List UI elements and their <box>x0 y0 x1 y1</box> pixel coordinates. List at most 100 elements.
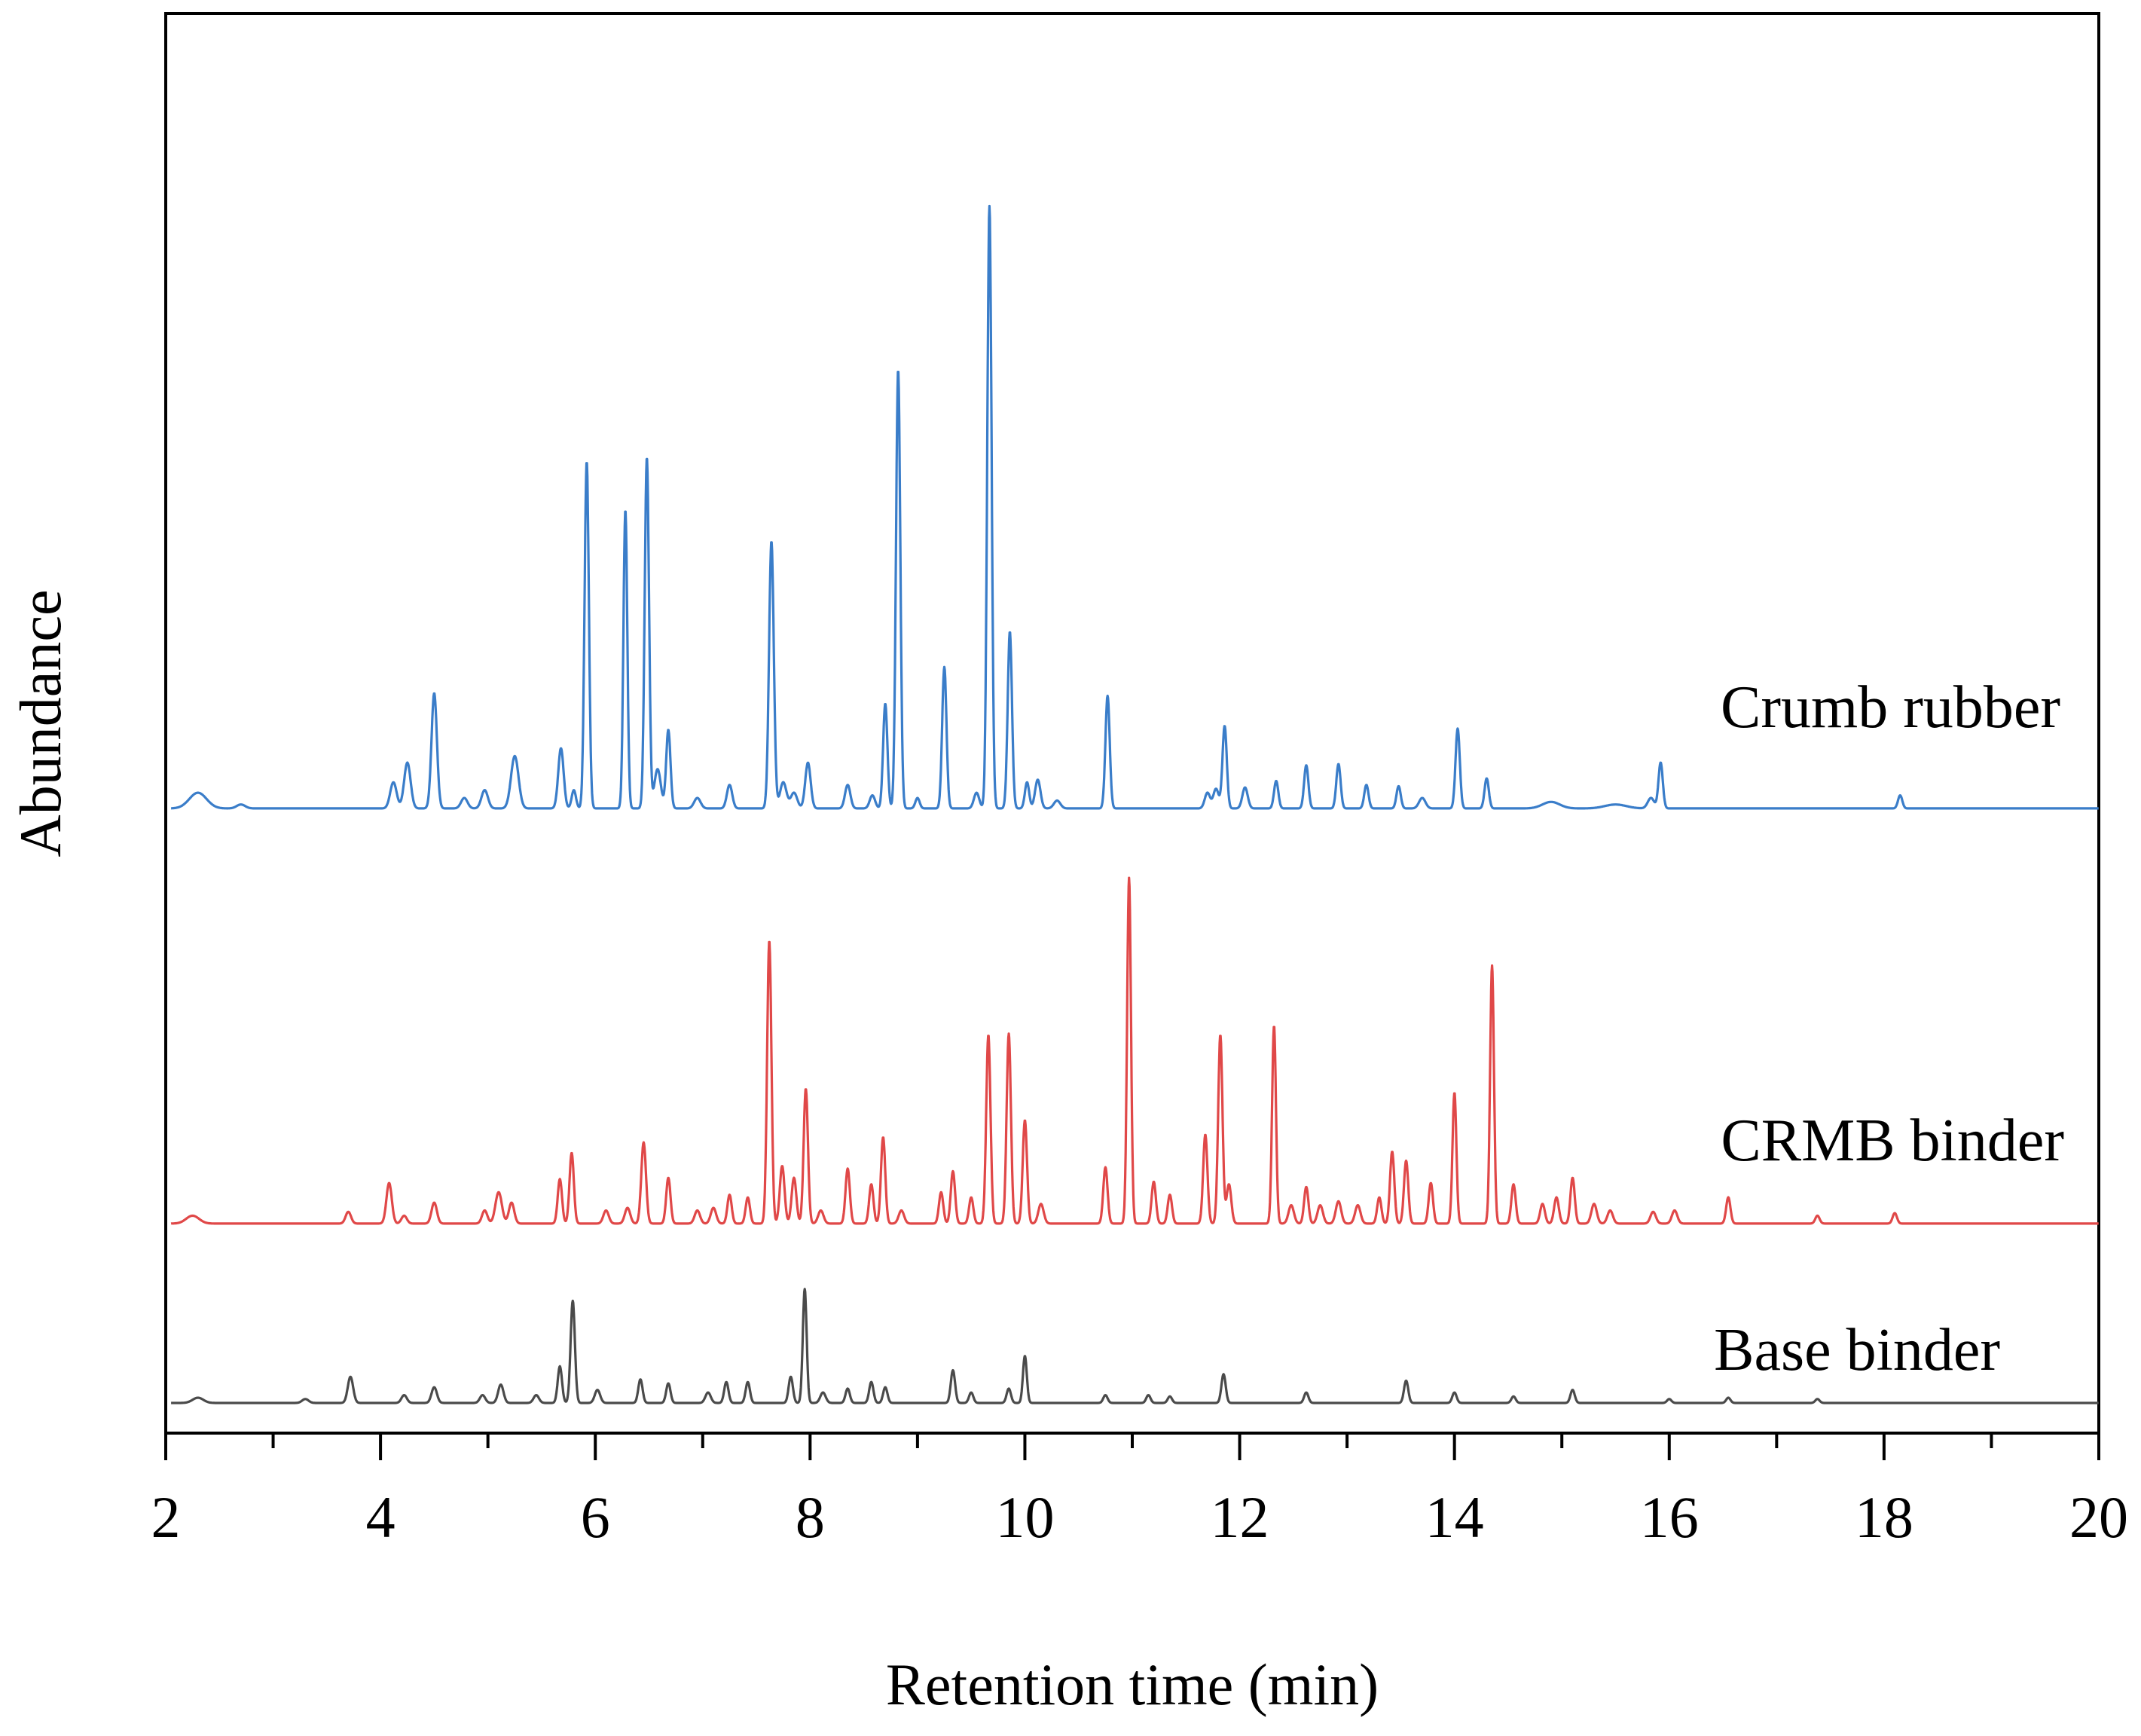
peak-crumb-rubber-20 <box>808 762 809 763</box>
peak-base-binder-7 <box>536 1395 537 1396</box>
peak-crumb-rubber-25 <box>917 797 918 799</box>
peak-crumb-rubber-38 <box>1275 781 1277 782</box>
peak-crmb-binder-10 <box>606 1210 607 1212</box>
peak-crumb-rubber-39 <box>1306 765 1307 766</box>
peak-base-binder-10 <box>597 1389 598 1391</box>
peak-crmb-binder-29 <box>970 1197 972 1198</box>
peak-base-binder-36 <box>1727 1397 1729 1398</box>
peak-crmb-binder-6 <box>498 1191 499 1193</box>
series-line-crumb-rubber <box>170 204 2100 810</box>
peak-crumb-rubber-0 <box>197 792 199 793</box>
x-tick-label: 16 <box>1640 1484 1699 1550</box>
peak-crmb-binder-49 <box>1406 1160 1407 1162</box>
y-axis-label: Abundance <box>8 589 73 857</box>
peak-crumb-rubber-22 <box>872 795 873 796</box>
peak-crmb-binder-56 <box>1572 1177 1574 1178</box>
peak-crumb-rubber-50 <box>1899 795 1901 796</box>
peak-crmb-binder-42 <box>1290 1205 1292 1206</box>
peak-crumb-rubber-27 <box>976 792 977 793</box>
peak-crmb-binder-54 <box>1542 1203 1544 1205</box>
peak-crumb-rubber-1 <box>240 804 242 805</box>
peak-base-binder-5 <box>482 1395 484 1396</box>
peak-crmb-binder-14 <box>697 1210 698 1212</box>
x-tick-label: 4 <box>366 1484 396 1550</box>
peak-crumb-rubber-41 <box>1366 784 1367 786</box>
peak-crumb-rubber-46 <box>1550 801 1552 802</box>
peak-crumb-rubber-5 <box>463 797 465 799</box>
series-label-crumb-rubber: Crumb rubber <box>1721 674 2060 741</box>
peak-base-binder-26 <box>1104 1395 1106 1396</box>
peak-crumb-rubber-17 <box>771 540 772 542</box>
peak-base-binder-16 <box>790 1376 792 1377</box>
peak-crmb-binder-57 <box>1593 1203 1595 1205</box>
peak-crumb-rubber-44 <box>1457 728 1458 729</box>
peak-base-binder-37 <box>1817 1398 1819 1400</box>
peak-crumb-rubber-30 <box>1026 781 1028 783</box>
peak-crmb-binder-3 <box>404 1215 405 1217</box>
peak-crmb-binder-8 <box>559 1178 560 1180</box>
peak-base-binder-1 <box>304 1398 306 1400</box>
peak-base-binder-6 <box>500 1384 502 1386</box>
peak-crumb-rubber-28 <box>988 206 990 207</box>
peak-crmb-binder-19 <box>781 1165 783 1166</box>
peak-crmb-binder-35 <box>1129 877 1130 879</box>
peak-base-binder-31 <box>1406 1380 1407 1382</box>
peak-base-binder-33 <box>1513 1395 1514 1397</box>
peak-crmb-binder-27 <box>940 1191 942 1193</box>
peak-crumb-rubber-26 <box>944 666 945 668</box>
peak-crmb-binder-61 <box>1727 1197 1729 1198</box>
peak-crmb-binder-20 <box>793 1177 795 1178</box>
peak-crmb-binder-4 <box>433 1202 435 1203</box>
peak-crmb-binder-5 <box>484 1210 485 1212</box>
peak-base-binder-17 <box>804 1288 805 1290</box>
peak-crumb-rubber-10 <box>586 460 588 462</box>
peak-crmb-binder-26 <box>901 1210 903 1212</box>
peak-base-binder-35 <box>1669 1398 1670 1400</box>
peak-crumb-rubber-43 <box>1422 797 1423 799</box>
peak-base-binder-29 <box>1223 1374 1224 1375</box>
peak-base-binder-13 <box>707 1392 709 1393</box>
peak-crmb-binder-43 <box>1306 1186 1307 1187</box>
peak-base-binder-11 <box>640 1379 641 1380</box>
peak-base-binder-0 <box>197 1397 199 1398</box>
peak-crumb-rubber-13 <box>657 769 658 770</box>
peak-crmb-binder-47 <box>1379 1197 1380 1198</box>
peak-crmb-binder-12 <box>643 1142 644 1143</box>
peak-base-binder-14 <box>725 1381 727 1383</box>
peak-crmb-binder-36 <box>1153 1181 1155 1182</box>
peak-crmb-binder-15 <box>713 1207 714 1209</box>
peak-base-binder-2 <box>350 1376 351 1377</box>
peak-base-binder-19 <box>847 1388 848 1389</box>
series-line-base-binder <box>170 1288 2100 1404</box>
peak-base-binder-30 <box>1306 1392 1307 1393</box>
peak-crumb-rubber-7 <box>514 755 515 756</box>
peak-crmb-binder-9 <box>571 1152 573 1154</box>
x-tick-label: 2 <box>151 1484 181 1550</box>
peak-crumb-rubber-19 <box>793 792 795 793</box>
peak-crumb-rubber-8 <box>560 747 562 749</box>
peak-crmb-binder-18 <box>768 940 770 942</box>
peak-base-binder-20 <box>871 1381 872 1383</box>
peak-crumb-rubber-23 <box>884 703 886 704</box>
peak-crumb-rubber-32 <box>1056 800 1058 802</box>
peak-crumb-rubber-31 <box>1037 779 1039 781</box>
peak-crmb-binder-23 <box>847 1168 848 1169</box>
peak-crmb-binder-17 <box>747 1197 749 1198</box>
x-axis: 2 4 6 8 10 12 14 16 18 20 <box>151 1432 2128 1550</box>
peak-crmb-binder-2 <box>389 1182 390 1184</box>
peak-crmb-binder-30 <box>988 1035 989 1036</box>
traces-group <box>170 204 2100 1404</box>
series-crmb-binder <box>170 876 2100 1225</box>
peak-crmb-binder-33 <box>1040 1203 1042 1205</box>
peak-crumb-rubber-12 <box>646 457 648 458</box>
peak-crmb-binder-60 <box>1674 1210 1675 1212</box>
peak-crmb-binder-46 <box>1357 1205 1358 1206</box>
peak-crmb-binder-44 <box>1320 1205 1321 1206</box>
peak-crumb-rubber-47 <box>1615 804 1617 805</box>
peak-crmb-binder-16 <box>728 1194 730 1196</box>
peak-crmb-binder-37 <box>1169 1194 1171 1196</box>
peak-base-binder-24 <box>1008 1388 1009 1389</box>
peak-crmb-binder-51 <box>1454 1092 1455 1093</box>
peak-crmb-binder-38 <box>1205 1134 1206 1135</box>
peak-crmb-binder-11 <box>627 1207 628 1209</box>
